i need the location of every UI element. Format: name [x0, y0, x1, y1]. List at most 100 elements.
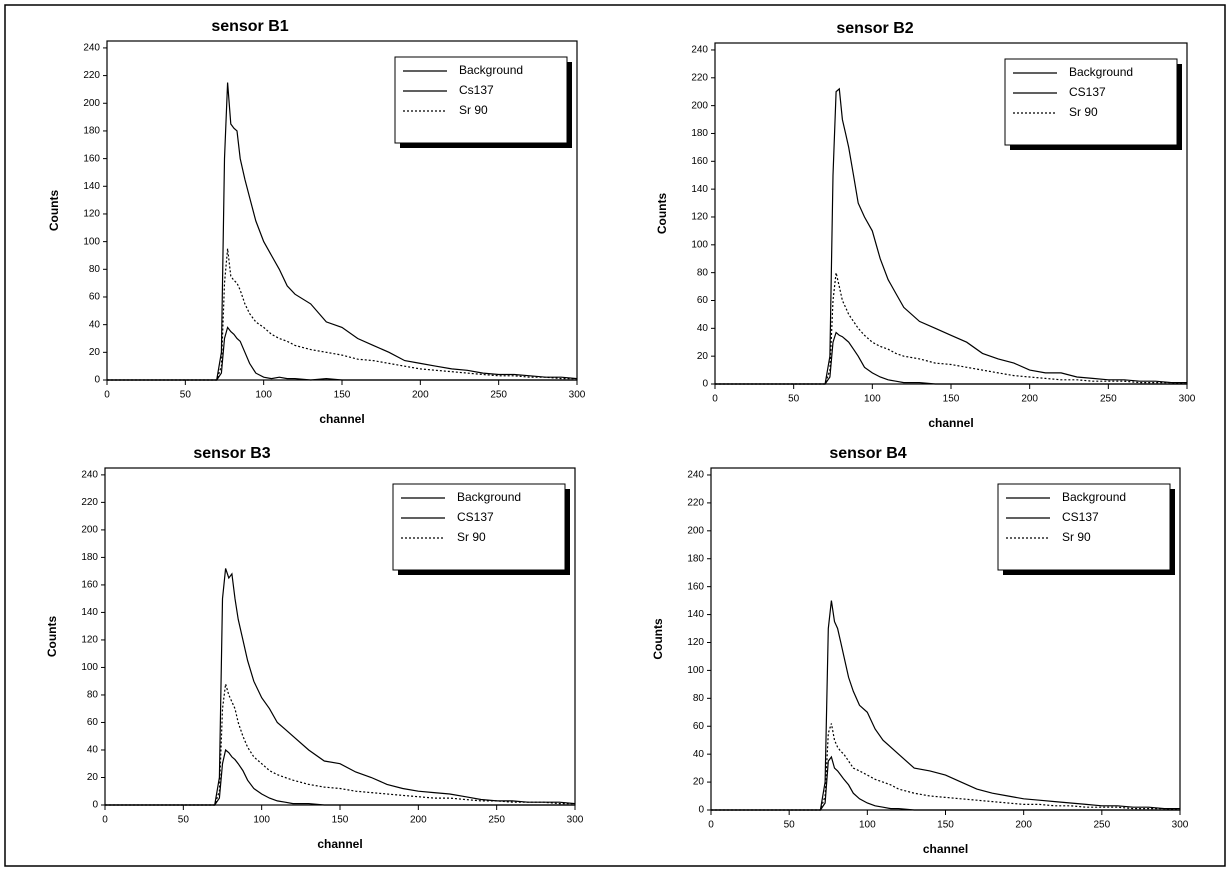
y-tick-label: 80 [697, 267, 709, 278]
legend-label: CS137 [457, 510, 494, 524]
x-tick-label: 200 [1021, 394, 1038, 405]
y-tick-label: 60 [89, 292, 101, 303]
x-tick-label: 250 [490, 390, 507, 401]
x-tick-label: 200 [410, 815, 427, 826]
series-line [715, 331, 1187, 385]
figure-border [4, 4, 1226, 867]
y-tick-label: 40 [693, 749, 705, 760]
x-tick-label: 150 [334, 390, 351, 401]
y-tick-label: 200 [687, 525, 704, 536]
y-tick-label: 220 [687, 498, 704, 509]
y-tick-label: 220 [691, 72, 708, 83]
y-tick-label: 120 [83, 209, 100, 220]
y-tick-label: 200 [691, 100, 708, 111]
y-tick-label: 120 [81, 635, 98, 646]
y-tick-label: 80 [693, 693, 705, 704]
y-tick-label: 60 [693, 721, 705, 732]
legend-label: Sr 90 [459, 103, 488, 117]
x-tick-label: 50 [180, 390, 192, 401]
legend-label: Background [1069, 65, 1133, 79]
x-tick-label: 300 [1179, 394, 1196, 405]
y-tick-label: 240 [687, 470, 704, 481]
y-tick-label: 240 [691, 45, 708, 56]
y-tick-label: 160 [691, 156, 708, 167]
legend-label: Sr 90 [1069, 105, 1098, 119]
x-tick-label: 250 [488, 815, 505, 826]
series-line [107, 326, 577, 381]
series-line [107, 82, 578, 381]
legend-label: CS137 [1062, 510, 1099, 524]
x-tick-label: 250 [1100, 394, 1117, 405]
y-axis-label: Counts [47, 190, 61, 232]
legend-label: Background [1062, 490, 1126, 504]
series-line [711, 723, 1181, 811]
x-tick-label: 100 [253, 815, 270, 826]
series-line [711, 755, 1180, 811]
y-tick-label: 180 [691, 128, 708, 139]
y-axis-label: Counts [655, 193, 669, 235]
y-axis-label: Counts [45, 616, 59, 658]
y-tick-label: 100 [83, 236, 100, 247]
chart-title: sensor B3 [193, 445, 270, 462]
y-tick-label: 220 [83, 70, 100, 81]
y-tick-label: 100 [81, 662, 98, 673]
y-tick-label: 220 [81, 497, 98, 508]
y-tick-label: 140 [81, 607, 98, 618]
y-tick-label: 20 [89, 347, 101, 358]
y-tick-label: 120 [687, 637, 704, 648]
y-tick-label: 200 [83, 98, 100, 109]
y-tick-label: 180 [687, 553, 704, 564]
y-tick-label: 40 [87, 745, 99, 756]
series-line [711, 600, 1180, 811]
legend-label: Sr 90 [457, 530, 486, 544]
y-tick-label: 40 [89, 319, 101, 330]
x-tick-label: 100 [859, 820, 876, 831]
legend-label: Cs137 [459, 83, 494, 97]
series-line [105, 568, 576, 806]
x-tick-label: 0 [712, 394, 718, 405]
y-tick-label: 240 [83, 43, 100, 54]
y-axis-label: Counts [651, 618, 665, 660]
y-tick-label: 140 [83, 181, 100, 192]
y-tick-label: 160 [81, 580, 98, 591]
y-tick-label: 100 [687, 665, 704, 676]
y-tick-label: 40 [697, 323, 709, 334]
y-tick-label: 60 [697, 295, 709, 306]
x-tick-label: 100 [864, 394, 881, 405]
x-axis-label: channel [317, 837, 362, 851]
x-tick-label: 150 [937, 820, 954, 831]
x-tick-label: 200 [412, 390, 429, 401]
x-tick-label: 250 [1093, 820, 1110, 831]
y-tick-label: 0 [94, 375, 100, 386]
legend-label: Sr 90 [1062, 530, 1091, 544]
y-tick-label: 0 [92, 800, 98, 811]
y-tick-label: 240 [81, 470, 98, 481]
y-tick-label: 20 [87, 772, 99, 783]
x-tick-label: 300 [567, 815, 584, 826]
legend-label: Background [459, 63, 523, 77]
y-tick-label: 180 [81, 552, 98, 563]
series-line [105, 748, 575, 806]
x-tick-label: 200 [1015, 820, 1032, 831]
y-tick-label: 0 [698, 805, 704, 816]
y-tick-label: 80 [89, 264, 101, 275]
x-axis-label: channel [928, 416, 973, 430]
y-tick-label: 100 [691, 239, 708, 250]
x-tick-label: 50 [178, 815, 190, 826]
y-tick-label: 20 [693, 777, 705, 788]
y-tick-label: 180 [83, 126, 100, 137]
x-tick-label: 0 [104, 390, 110, 401]
series-line [715, 87, 1187, 385]
y-tick-label: 20 [697, 351, 709, 362]
y-tick-label: 0 [702, 379, 708, 390]
x-axis-label: channel [923, 842, 968, 856]
x-tick-label: 150 [332, 815, 349, 826]
x-tick-label: 100 [255, 390, 272, 401]
y-tick-label: 140 [691, 184, 708, 195]
x-tick-label: 50 [788, 394, 800, 405]
series-line [715, 272, 1188, 385]
x-tick-label: 0 [102, 815, 108, 826]
series-line [105, 683, 575, 806]
